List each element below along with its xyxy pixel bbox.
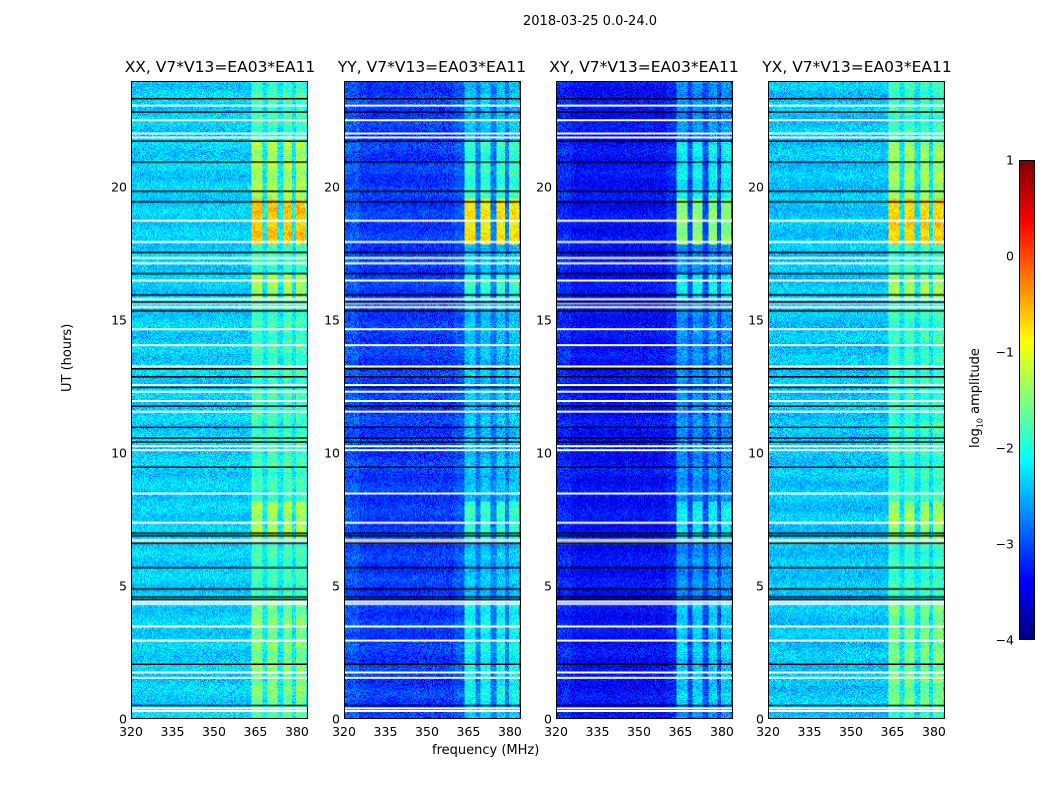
- x-tick-label: 380: [498, 724, 522, 739]
- y-tick-label: 0: [756, 711, 764, 727]
- y-tick-label: 5: [544, 578, 552, 594]
- x-tick-label: 320: [544, 724, 568, 739]
- y-tick-label: 5: [119, 578, 127, 594]
- x-tick-label: 320: [332, 724, 356, 739]
- heatmap-xx: [131, 81, 308, 719]
- x-tick-label: 350: [202, 724, 226, 739]
- x-tick-label: 365: [668, 724, 693, 739]
- x-tick-label: 335: [797, 724, 822, 739]
- x-tick-label: 380: [922, 724, 946, 739]
- colorbar-tick-label: 1: [1006, 152, 1014, 168]
- heatmap-xy: [556, 81, 733, 719]
- x-tick-label: 320: [119, 724, 143, 739]
- colorbar-tick-label: −2: [995, 440, 1014, 456]
- y-tick-label: 0: [544, 711, 552, 727]
- x-tick-label: 380: [285, 724, 309, 739]
- y-tick-label: 10: [536, 445, 552, 461]
- colorbar-tick-label: −4: [995, 632, 1014, 648]
- y-tick-label: 15: [748, 312, 764, 328]
- x-tick-label: 365: [880, 724, 905, 739]
- colorbar: [1019, 160, 1035, 640]
- panel-title-yy: YY, V7*V13=EA03*EA11: [337, 58, 527, 76]
- y-tick-label: 0: [119, 711, 127, 727]
- colorbar-label: log10 amplitude: [968, 348, 985, 448]
- y-tick-label: 20: [111, 179, 127, 195]
- colorbar-tick-label: −1: [995, 344, 1014, 360]
- x-tick-label: 365: [456, 724, 481, 739]
- y-tick-label: 20: [536, 179, 552, 195]
- x-tick-label: 320: [756, 724, 780, 739]
- y-tick-label: 0: [332, 711, 340, 727]
- y-tick-label: 15: [111, 312, 127, 328]
- heatmap-yx: [768, 81, 945, 719]
- heatmap-yy: [344, 81, 521, 719]
- y-tick-label: 20: [324, 179, 340, 195]
- y-tick-label: 10: [111, 445, 127, 461]
- x-tick-label: 380: [710, 724, 734, 739]
- y-tick-label: 5: [756, 578, 764, 594]
- y-tick-label: 10: [748, 445, 764, 461]
- x-tick-label: 350: [627, 724, 651, 739]
- x-tick-label: 365: [243, 724, 268, 739]
- x-tick-label: 350: [415, 724, 439, 739]
- y-tick-label: 20: [748, 179, 764, 195]
- y-axis-label: UT (hours): [60, 323, 75, 392]
- x-tick-label: 335: [585, 724, 610, 739]
- x-tick-label: 335: [373, 724, 398, 739]
- y-tick-label: 5: [332, 578, 340, 594]
- panel-title-xx: XX, V7*V13=EA03*EA11: [124, 58, 316, 76]
- panel-title-xy: XY, V7*V13=EA03*EA11: [549, 58, 739, 76]
- x-axis-label: frequency (MHz): [432, 743, 540, 758]
- colorbar-tick-label: 0: [1006, 248, 1014, 264]
- y-tick-label: 15: [324, 312, 340, 328]
- x-tick-label: 335: [160, 724, 185, 739]
- figure-title: 2018-03-25 0.0-24.0: [523, 14, 657, 29]
- y-tick-label: 15: [536, 312, 552, 328]
- x-tick-label: 350: [839, 724, 863, 739]
- colorbar-tick-label: −3: [995, 536, 1014, 552]
- y-tick-label: 10: [324, 445, 340, 461]
- panel-title-yx: YX, V7*V13=EA03*EA11: [762, 58, 952, 76]
